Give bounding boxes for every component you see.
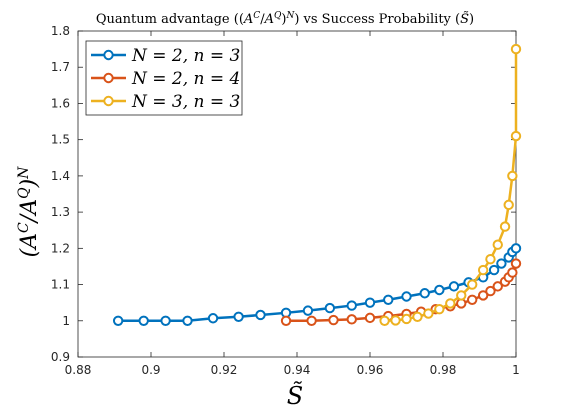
data-point — [379, 315, 390, 326]
svg-text:Quantum advantage ((AC/AQ)N) v: Quantum advantage ((AC/AQ)N) vs Success … — [96, 11, 474, 27]
legend-marker — [103, 49, 114, 61]
legend: N = 2, n = 3 N = 2, n = 4 N = 3, n = 3 — [85, 40, 243, 116]
data-point — [467, 294, 478, 305]
data-point — [383, 294, 394, 305]
legend-label: N = 2, n = 4 — [131, 69, 240, 89]
data-point — [507, 170, 518, 182]
data-point — [364, 312, 376, 324]
svg-text:S̃: S̃ — [287, 382, 303, 410]
data-point — [401, 313, 412, 325]
y-tick-label: 1.7 — [51, 60, 70, 74]
data-point — [507, 267, 518, 278]
data-point — [434, 284, 445, 296]
data-point — [401, 291, 412, 302]
data-point — [467, 279, 478, 290]
data-point — [255, 309, 266, 321]
x-tick-label: 0.9 — [141, 363, 160, 377]
legend-marker — [103, 95, 114, 107]
data-point — [503, 199, 514, 211]
legend-entry: N = 3, n = 3 — [91, 92, 240, 112]
x-tick-label: 0.88 — [65, 363, 92, 377]
x-tick-label: 0.96 — [357, 363, 384, 377]
series-3 — [379, 43, 522, 326]
y-tick-label: 1.6 — [51, 96, 70, 110]
y-tick-label: 1 — [62, 314, 70, 328]
data-point — [488, 264, 500, 276]
data-point — [434, 303, 445, 315]
data-point — [477, 290, 489, 301]
y-tick-label: 1.4 — [51, 169, 70, 183]
data-point — [364, 297, 376, 308]
data-point — [499, 221, 511, 232]
data-point — [477, 264, 489, 276]
y-tick-label: 1.3 — [51, 205, 70, 219]
data-point — [346, 314, 357, 325]
series-1 — [112, 243, 522, 326]
y-tick-label: 1.2 — [51, 241, 70, 255]
data-point — [485, 254, 496, 265]
data-point — [492, 281, 503, 292]
data-point — [456, 290, 467, 301]
data-point — [510, 130, 522, 142]
x-tick-label: 0.94 — [284, 363, 311, 377]
data-point — [324, 302, 336, 314]
legend-label: N = 3, n = 3 — [131, 92, 240, 112]
data-point — [280, 315, 292, 326]
x-tick-label: 0.92 — [211, 363, 238, 377]
data-point — [328, 314, 339, 326]
data-point — [510, 243, 522, 254]
svg-text:(AC/AQ)N: (AC/AQ)N — [16, 166, 42, 258]
x-axis-label: S̃ — [287, 382, 303, 410]
chart-title: Quantum advantage ((AC/AQ)N) vs Success … — [96, 11, 474, 27]
data-point — [412, 311, 423, 322]
legend-entry: N = 2, n = 4 — [91, 69, 240, 89]
data-point — [510, 258, 522, 269]
y-tick-label: 0.9 — [51, 350, 70, 364]
data-point — [306, 315, 317, 326]
data-point — [138, 315, 149, 326]
data-point — [492, 239, 503, 250]
legend-entry: N = 2, n = 3 — [91, 46, 240, 66]
x-tick-label: 1 — [512, 363, 520, 377]
data-point — [160, 315, 171, 326]
y-tick-label: 1.1 — [51, 278, 70, 292]
data-point — [496, 258, 507, 269]
data-point — [346, 300, 357, 311]
legend-label: N = 2, n = 3 — [131, 46, 240, 66]
data-point — [510, 43, 522, 55]
data-point — [485, 285, 496, 297]
data-point — [302, 305, 314, 316]
y-axis-label: (AC/AQ)N — [16, 166, 42, 258]
x-tick-label: 0.98 — [430, 363, 457, 377]
data-point — [182, 315, 193, 326]
data-point — [207, 313, 219, 324]
legend-marker — [103, 72, 114, 84]
data-point — [419, 288, 430, 299]
data-point — [448, 281, 460, 292]
y-tick-label: 1.8 — [51, 24, 70, 38]
data-point — [112, 315, 124, 326]
data-point — [423, 308, 434, 319]
data-point — [390, 315, 401, 326]
y-tick-label: 1.5 — [51, 133, 70, 147]
data-point — [445, 298, 456, 309]
data-point — [233, 311, 244, 322]
